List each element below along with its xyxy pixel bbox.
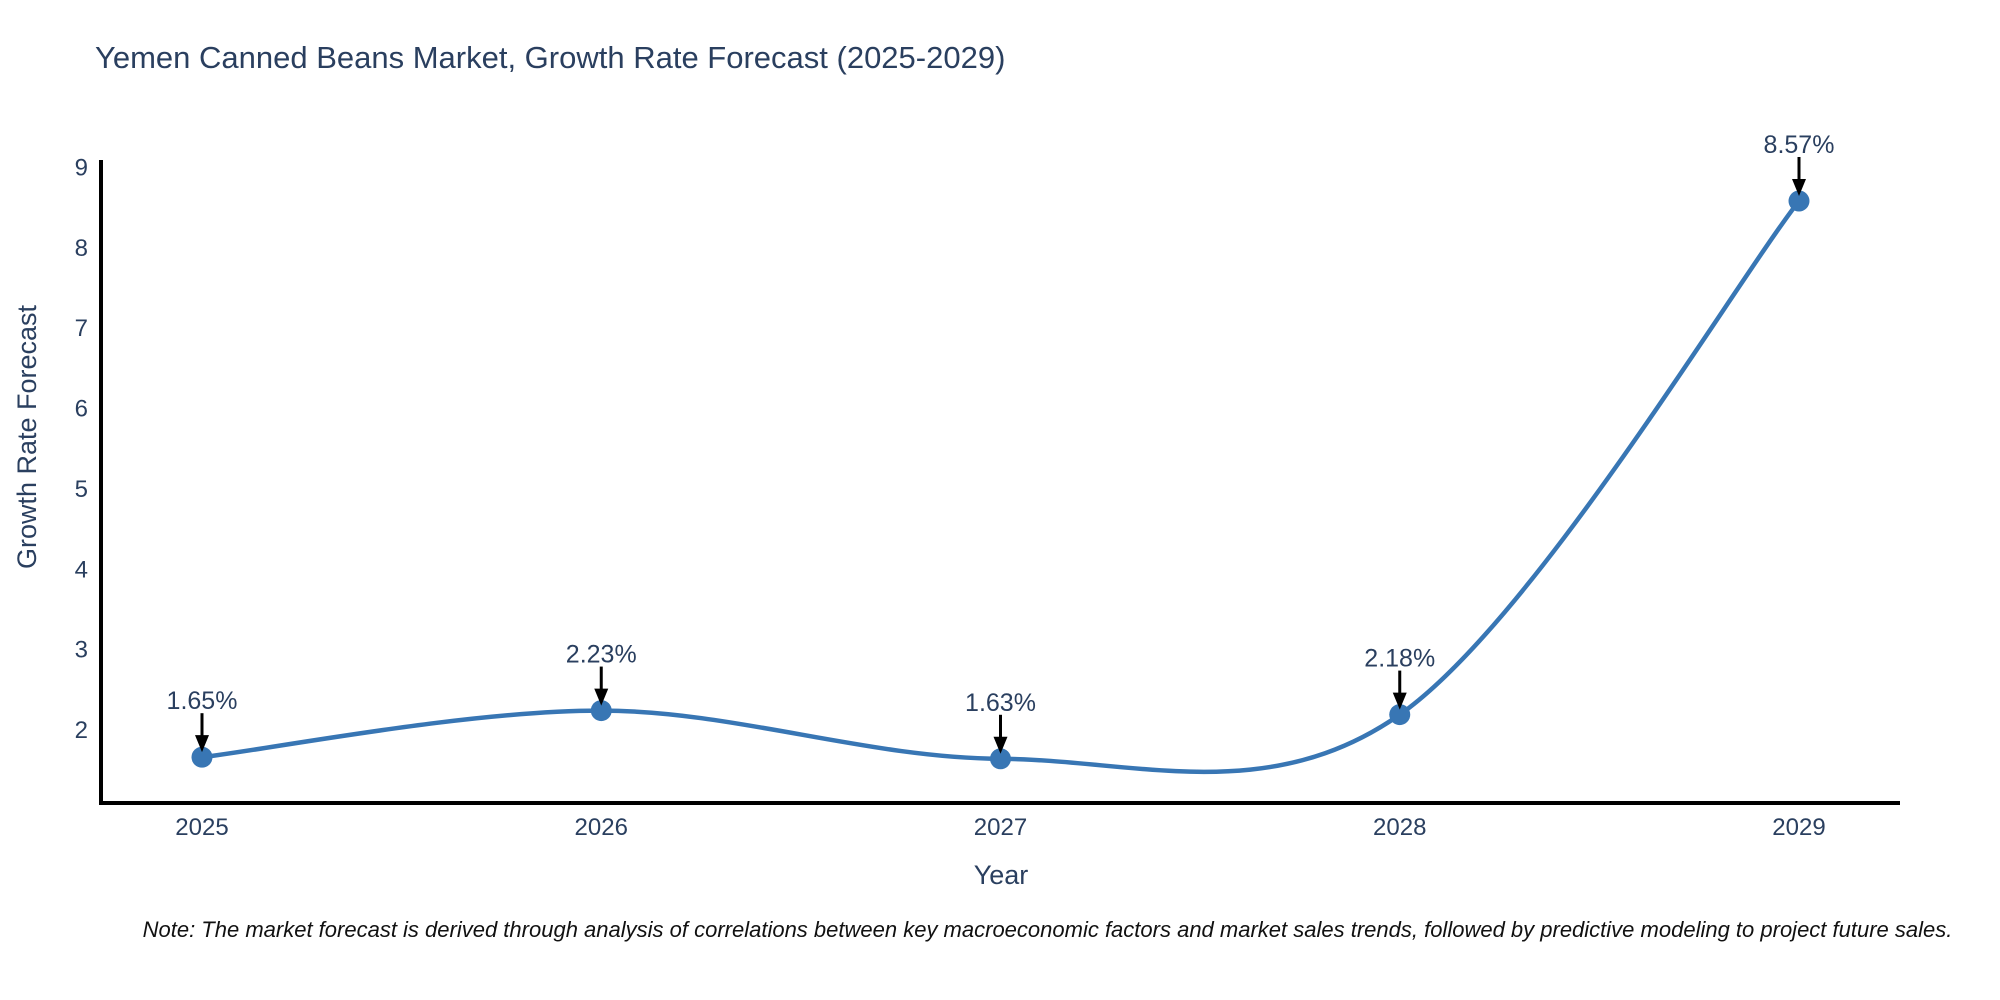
annotation-arrowhead-icon <box>1792 178 1806 196</box>
annotation-arrowhead-icon <box>195 735 209 753</box>
x-tick-label: 2028 <box>1373 814 1426 841</box>
data-point-2027[interactable] <box>990 748 1011 770</box>
point-value-label: 2.18% <box>1364 645 1435 673</box>
point-value-label: 1.63% <box>965 689 1036 717</box>
forecast-spline-line <box>199 198 1802 775</box>
x-tick-label: 2027 <box>974 814 1027 841</box>
data-point-2028[interactable] <box>1389 704 1411 726</box>
y-tick-label: 4 <box>75 556 88 583</box>
y-tick-label: 7 <box>75 315 88 342</box>
data-point-2029[interactable] <box>1788 190 1810 212</box>
y-tick-label: 3 <box>75 637 88 664</box>
y-tick-label: 6 <box>75 396 88 423</box>
chart-title: Yemen Canned Beans Market, Growth Rate F… <box>95 40 1006 75</box>
point-value-label: 1.65% <box>167 687 238 715</box>
data-point-2025[interactable] <box>191 746 213 768</box>
x-tick-label: 2026 <box>575 814 628 841</box>
x-axis-title: Year <box>973 860 1029 890</box>
annotation-arrowhead-icon <box>993 736 1008 754</box>
annotation-arrowhead-icon <box>1392 692 1407 710</box>
y-tick-label: 8 <box>75 235 88 262</box>
point-value-label: 2.23% <box>566 641 637 669</box>
y-tick-label: 9 <box>75 154 88 181</box>
point-value-label: 8.57% <box>1764 131 1835 159</box>
x-tick-label: 2025 <box>175 814 228 841</box>
y-tick-label: 2 <box>75 717 88 744</box>
x-tick-label: 2029 <box>1772 814 1825 841</box>
y-tick-label: 5 <box>75 476 88 503</box>
annotation-arrowhead-icon <box>594 688 609 706</box>
chart-note: Note: The market forecast is derived thr… <box>142 917 1953 942</box>
data-point-2026[interactable] <box>590 700 612 722</box>
